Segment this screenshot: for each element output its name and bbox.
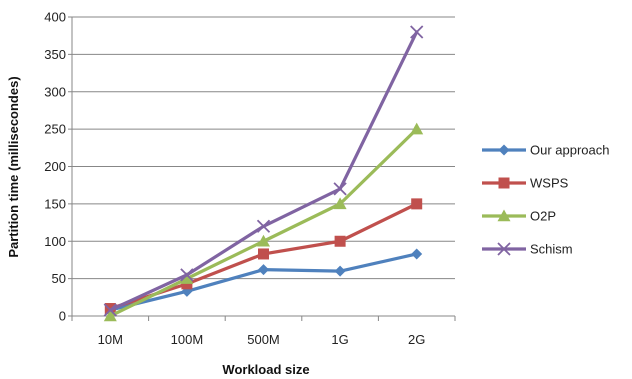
series-line xyxy=(108,252,419,312)
data-point xyxy=(256,219,271,233)
series xyxy=(103,25,424,322)
marker-stroke xyxy=(333,182,347,196)
data-point xyxy=(411,198,423,210)
x-tick-label: 500M xyxy=(247,332,280,347)
legend: Our approach WSPS O2P Schism xyxy=(482,143,610,257)
legend-label: WSPS xyxy=(530,176,569,191)
x-tick-label: 2G xyxy=(408,332,425,347)
legend-item: Schism xyxy=(482,242,573,257)
series-schism xyxy=(103,25,424,317)
marker-stroke xyxy=(256,219,271,233)
x-tick-label: 1G xyxy=(331,332,348,347)
y-tick-label: 100 xyxy=(44,234,66,249)
series-o2p xyxy=(103,122,424,322)
x-tick-label: 10M xyxy=(98,332,123,347)
data-point xyxy=(257,234,270,247)
x-axis-ticks: 10M 100M 500M 1G 2G xyxy=(71,316,456,347)
y-tick-label: 350 xyxy=(44,47,66,62)
data-point xyxy=(258,264,269,276)
gridlines xyxy=(72,16,455,280)
x-axis-title: Workload size xyxy=(222,362,309,377)
legend-item: O2P xyxy=(482,209,556,224)
data-point xyxy=(103,309,117,322)
data-point xyxy=(410,122,424,135)
x-tick-label: 100M xyxy=(171,332,204,347)
data-point xyxy=(333,197,347,210)
data-point xyxy=(333,182,347,196)
legend-marker xyxy=(498,177,510,189)
data-point xyxy=(410,25,424,39)
data-point xyxy=(334,235,346,247)
legend-item: Our approach xyxy=(482,143,610,158)
y-tick-label: 200 xyxy=(44,159,66,174)
marker-stroke xyxy=(497,242,511,256)
y-axis-title: Partition time (millisecondes) xyxy=(6,76,21,257)
marker-stroke xyxy=(103,303,117,317)
y-tick-label: 50 xyxy=(52,271,66,286)
legend-label: Schism xyxy=(530,242,573,257)
marker-stroke xyxy=(410,25,424,39)
y-tick-label: 300 xyxy=(44,84,66,99)
data-point xyxy=(103,303,117,317)
y-tick-label: 400 xyxy=(44,10,66,25)
data-point xyxy=(180,268,194,282)
y-tick-label: 250 xyxy=(44,122,66,137)
y-tick-label: 150 xyxy=(44,196,66,211)
data-point xyxy=(334,265,346,277)
legend-marker xyxy=(498,144,510,156)
marker-stroke xyxy=(180,268,194,282)
data-point xyxy=(180,272,194,284)
legend-label: O2P xyxy=(530,209,556,224)
legend-label: Our approach xyxy=(530,143,610,158)
legend-marker xyxy=(497,242,511,256)
data-point xyxy=(258,248,269,260)
legend-marker xyxy=(497,209,511,222)
data-point xyxy=(181,278,193,290)
data-point xyxy=(411,248,423,260)
y-axis-ticks: 0 50 100 150 200 250 300 350 400 xyxy=(44,10,72,324)
y-tick-label: 0 xyxy=(59,309,66,324)
legend-item: WSPS xyxy=(482,176,569,191)
